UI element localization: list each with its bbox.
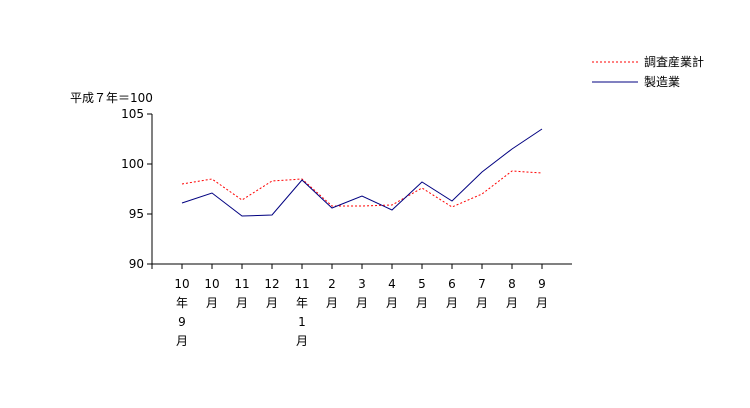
plot-area: 90 95 100 105 10 年 9 月 10 月 11 月 12 月 11 年 1 月 2 月 3 月 4 月 5 月 6 月 7…: [121, 107, 572, 348]
y-tick-label: 95: [129, 207, 144, 221]
x-tick-label: 10 月: [204, 277, 219, 310]
y-tick-label: 100: [121, 157, 144, 171]
series-line-1: [181, 170, 543, 208]
legend-entry: 製造業: [644, 75, 680, 89]
y-tick-label: 105: [121, 107, 144, 121]
series-line-2: [181, 128, 543, 217]
y-axis-label: 平成７年＝100: [70, 91, 153, 105]
x-tick-label: 11 年 1 月: [294, 277, 309, 348]
x-tick-label: 10 年 9 月: [174, 277, 189, 348]
y-tick-label: 90: [129, 257, 144, 271]
x-tick-label: 12 月: [264, 277, 279, 310]
legend-entry: 調査産業計: [644, 54, 704, 69]
x-tick-label: 11 月: [234, 277, 249, 310]
